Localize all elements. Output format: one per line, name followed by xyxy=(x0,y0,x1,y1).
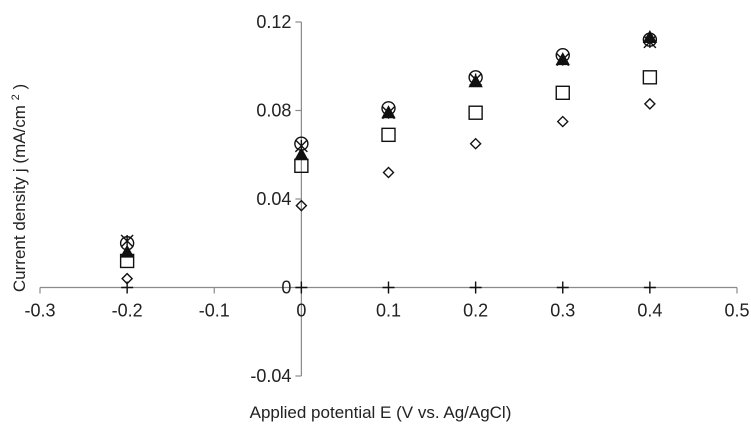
x-tick-label: 0.1 xyxy=(376,301,401,321)
x-tick-label: -0.3 xyxy=(24,301,55,321)
x-tick-label: -0.2 xyxy=(112,301,143,321)
data-point-asterisk xyxy=(382,106,395,120)
data-point-circle xyxy=(555,47,570,63)
y-axis-title-superscript: 2 xyxy=(10,94,22,100)
data-point-diamond xyxy=(469,137,482,150)
y-tick-label: -0.04 xyxy=(250,366,291,386)
data-point-triangle xyxy=(294,147,309,161)
data-point-square xyxy=(642,70,658,85)
data-point-square xyxy=(555,85,570,101)
x-tick-label: 0.5 xyxy=(724,301,749,321)
ticks-layer: -0.3 -0.2 -0.1 0 0.1 0.2 0.3 0.4 0.5 -0.04 0 0.04 0.… xyxy=(24,12,749,386)
x-tick-label: 0 xyxy=(296,301,306,321)
data-point-plus xyxy=(469,281,482,294)
y-axis-title: Current density j (mA/cm 2 ) xyxy=(10,84,29,292)
x-tick-label: -0.1 xyxy=(199,301,230,321)
y-axis-title-main: Current density j (mA/cm xyxy=(10,105,29,292)
data-point-triangle xyxy=(119,244,135,258)
data-point-plus xyxy=(121,281,134,294)
y-tick-label: 0.12 xyxy=(256,12,291,32)
data-point-asterisk xyxy=(556,53,570,67)
data-point-diamond xyxy=(643,97,656,110)
data-point-plus xyxy=(295,281,308,294)
data-point-plus xyxy=(643,281,656,294)
x-tick-label: 0.3 xyxy=(550,301,575,321)
x-tick-label: 0.2 xyxy=(463,301,488,321)
y-tick-label: 0 xyxy=(281,278,291,298)
data-point-diamond xyxy=(556,115,569,128)
data-point-square xyxy=(468,105,483,120)
data-point-circle xyxy=(119,236,135,251)
y-tick-label: 0.08 xyxy=(256,101,291,121)
data-point-circle xyxy=(468,70,483,85)
data-point-plus xyxy=(382,281,395,294)
data-point-diamond xyxy=(295,199,308,212)
y-axis-title-tail: ) xyxy=(10,84,29,90)
data-point-circle xyxy=(381,101,396,116)
data-point-diamond xyxy=(382,166,395,179)
x-axis-title: Applied potential E (V vs. Ag/AgCl) xyxy=(250,403,512,422)
data-point-circle xyxy=(642,32,658,47)
data-point-square xyxy=(381,127,396,143)
x-tick-label: 0.4 xyxy=(637,301,662,321)
y-tick-label: 0.04 xyxy=(256,189,291,209)
axes-layer xyxy=(40,22,737,376)
data-point-plus xyxy=(556,281,569,294)
data-point-circle xyxy=(294,136,309,151)
data-points-layer xyxy=(119,30,658,294)
